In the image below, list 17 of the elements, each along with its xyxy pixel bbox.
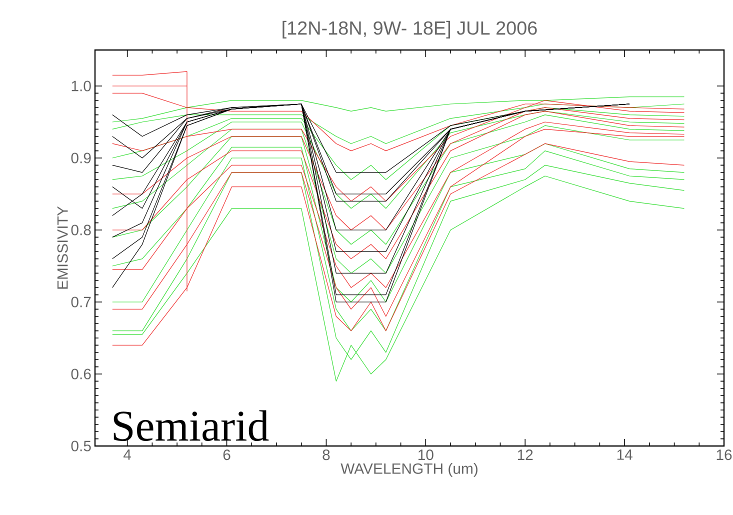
x-tick-label: 14 (617, 450, 632, 460)
y-tick-label: 0.8 (71, 224, 91, 236)
y-tick-label: 0.7 (71, 296, 91, 308)
chart-title: [12N-18N, 9W- 18E] JUL 2006 (282, 20, 537, 38)
annotation: Semiarid (114, 410, 269, 442)
x-tick-label: 16 (716, 450, 732, 460)
y-tick-label: 1.0 (72, 80, 91, 92)
y-tick-label: 0.6 (71, 368, 91, 380)
x-tick-label: 12 (518, 450, 533, 460)
x-axis-title: WAVELENGTH (um) (340, 462, 478, 477)
x-tick-label: 10 (418, 450, 434, 460)
x-tick-label: 4 (124, 450, 132, 460)
y-axis-title: EMISSIVITY (57, 206, 68, 289)
y-tick-label: 0.9 (71, 152, 91, 164)
x-tick-label: 6 (223, 450, 230, 460)
y-tick-label: 0.5 (71, 440, 91, 452)
x-tick-label: 8 (322, 450, 330, 460)
